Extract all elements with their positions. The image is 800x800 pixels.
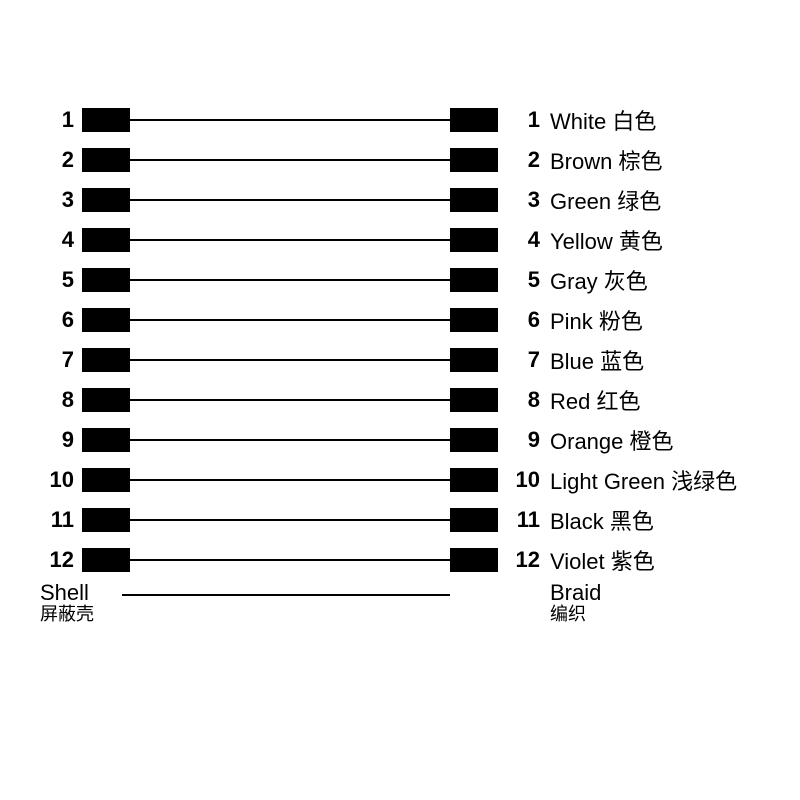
pin-number-left: 7 [40,347,82,373]
pin-number-left: 4 [40,227,82,253]
pin-block-right [450,188,498,212]
wire [130,519,450,521]
shield-left-en: Shell [40,582,89,604]
pin-number-right: 7 [498,347,546,373]
pin-row: 1010Light Green 浅绿色 [40,460,760,500]
wire [130,559,450,561]
pinout-diagram: 11White 白色22Brown 棕色33Green 绿色44Yellow 黄… [40,100,760,632]
pin-row: 33Green 绿色 [40,180,760,220]
pin-block-left [82,348,130,372]
shield-right-en: Braid [550,582,601,604]
pin-number-left: 2 [40,147,82,173]
pin-block-right [450,228,498,252]
pin-number-left: 10 [40,467,82,493]
pin-number-right: 11 [498,507,546,533]
pin-block-left [82,188,130,212]
pin-block-right [450,348,498,372]
pin-row: 22Brown 棕色 [40,140,760,180]
pin-block-right [450,388,498,412]
pin-block-right [450,468,498,492]
pin-number-left: 9 [40,427,82,453]
pin-block-right [450,428,498,452]
pin-number-left: 3 [40,187,82,213]
pin-number-right: 4 [498,227,546,253]
wire [130,159,450,161]
pin-block-left [82,268,130,292]
pin-color-label: Black 黑色 [546,504,760,536]
wire [130,439,450,441]
pin-block-left [82,508,130,532]
pin-color-label: Gray 灰色 [546,264,760,296]
pin-block-left [82,388,130,412]
pin-color-label: Brown 棕色 [546,144,760,176]
pin-block-left [82,548,130,572]
pin-block-right [450,268,498,292]
pin-number-right: 9 [498,427,546,453]
pin-rows: 11White 白色22Brown 棕色33Green 绿色44Yellow 黄… [40,100,760,580]
wire [130,119,450,121]
wire [130,359,450,361]
pin-color-label: Green 绿色 [546,184,760,216]
pin-number-right: 5 [498,267,546,293]
pin-row: 77Blue 蓝色 [40,340,760,380]
pin-block-left [82,228,130,252]
pin-row: 66Pink 粉色 [40,300,760,340]
pin-color-label: Violet 紫色 [546,544,760,576]
wire [130,479,450,481]
pin-block-left [82,468,130,492]
pin-color-label: White 白色 [546,104,760,136]
pin-row: 99Orange 橙色 [40,420,760,460]
shield-right-zh: 编织 [550,604,586,626]
pin-number-right: 10 [498,467,546,493]
pin-color-label: Red 红色 [546,384,760,416]
pin-block-right [450,148,498,172]
pin-color-label: Pink 粉色 [546,304,760,336]
pin-color-label: Orange 橙色 [546,424,760,456]
pin-number-left: 6 [40,307,82,333]
pin-number-right: 3 [498,187,546,213]
pin-number-right: 12 [498,547,546,573]
shield-row: Shell 屏蔽壳 Braid 编织 [40,582,760,632]
pin-row: 1111Black 黑色 [40,500,760,540]
pin-block-left [82,148,130,172]
wire [130,319,450,321]
pin-number-right: 1 [498,107,546,133]
pin-block-right [450,548,498,572]
shield-wire-wrap [122,582,450,608]
wire [130,199,450,201]
pin-row: 88Red 红色 [40,380,760,420]
pin-block-right [450,308,498,332]
pin-number-right: 8 [498,387,546,413]
wire [130,239,450,241]
pin-color-label: Light Green 浅绿色 [546,464,760,496]
pin-number-right: 2 [498,147,546,173]
pin-color-label: Yellow 黄色 [546,224,760,256]
shield-right-label: Braid 编织 [546,582,760,626]
shield-left-zh: 屏蔽壳 [40,604,94,626]
pin-color-label: Blue 蓝色 [546,344,760,376]
pin-row: 11White 白色 [40,100,760,140]
pin-row: 55Gray 灰色 [40,260,760,300]
shield-wire [122,594,450,596]
pin-number-left: 5 [40,267,82,293]
pin-row: 1212Violet 紫色 [40,540,760,580]
pin-number-left: 1 [40,107,82,133]
pin-block-left [82,428,130,452]
pin-block-left [82,108,130,132]
pin-block-right [450,108,498,132]
pin-number-right: 6 [498,307,546,333]
pin-number-left: 12 [40,547,82,573]
pin-row: 44Yellow 黄色 [40,220,760,260]
pin-number-left: 11 [40,507,82,533]
shield-left-label: Shell 屏蔽壳 [40,582,122,626]
pin-block-left [82,308,130,332]
wire [130,279,450,281]
wire [130,399,450,401]
pin-number-left: 8 [40,387,82,413]
pin-block-right [450,508,498,532]
